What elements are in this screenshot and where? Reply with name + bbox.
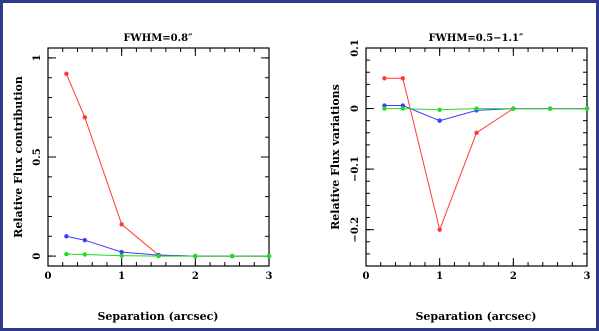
x-tick-label: 2 (510, 271, 517, 282)
data-point (382, 103, 387, 108)
y-tick-label: 0 (32, 253, 43, 260)
data-point (64, 251, 69, 257)
data-point (511, 106, 516, 111)
x-axis-label-left: Separation (arcsec) (97, 310, 218, 323)
data-point (547, 106, 553, 111)
y-axis-label-left: Relative Flux contribution (12, 76, 25, 238)
y-tick-label: −0.1 (350, 156, 361, 182)
data-point (156, 253, 161, 259)
data-point (437, 107, 442, 112)
data-point (382, 106, 387, 111)
series-line-1 (384, 77, 587, 232)
plot-frame-right (365, 47, 588, 267)
data-point (119, 249, 124, 255)
series-line-2 (66, 235, 269, 257)
series-line-2 (384, 105, 587, 122)
panel-right: FWHM=0.5−1.1″ 0 1 2 3 −0.2 −0.1 0 0.1 Separatio… (329, 33, 591, 323)
data-point (193, 253, 198, 259)
ticks-left: 0 1 2 3 0 0.5 1 (32, 48, 273, 282)
data-point (119, 253, 124, 258)
data-point (474, 130, 479, 135)
data-point (229, 253, 235, 259)
data-point (400, 103, 406, 108)
x-axis-label-right: Separation (arcsec) (415, 310, 536, 323)
data-point (119, 222, 124, 227)
chart-title-left: FWHM=0.8″ (123, 33, 193, 44)
data-point (266, 253, 272, 259)
data-point (82, 115, 88, 120)
y-tick-label: 1 (32, 54, 43, 61)
x-tick-label: 3 (584, 271, 591, 282)
data-point (437, 118, 442, 123)
y-tick-label: 0.5 (32, 148, 43, 165)
y-axis-label-right: Relative Flux variations (329, 84, 342, 230)
y-tick-label: 0 (350, 105, 361, 112)
data-point (64, 71, 69, 76)
panel-left: FWHM=0.8″ 0 1 2 300.51 Separation (arcsec) … (12, 33, 273, 323)
y-tick-label: 0.1 (350, 39, 361, 56)
data-point (474, 106, 479, 111)
chart-title-right: FWHM=0.5−1.1″ (429, 33, 524, 44)
x-tick-label: 3 (266, 271, 273, 282)
data-point (64, 234, 69, 239)
x-tick-label: 2 (192, 271, 199, 282)
series-line-1 (65, 73, 269, 257)
data-point (82, 238, 88, 243)
data-point (382, 76, 387, 81)
data-point (437, 227, 442, 232)
x-tick-label: 1 (436, 271, 443, 282)
series-left (64, 71, 272, 259)
x-tick-label: 0 (45, 271, 52, 282)
series-right (382, 76, 590, 232)
plot-frame-left (47, 47, 270, 267)
data-point (82, 252, 88, 257)
data-point (400, 106, 406, 111)
y-tick-label: −0.2 (350, 217, 361, 243)
ticks-right: 0 1 2 3 −0.2 −0.1 0 0.1 (350, 39, 591, 282)
x-tick-label: 1 (118, 271, 125, 282)
x-tick-label: 0 (363, 271, 370, 282)
data-point (584, 106, 590, 111)
data-point (400, 76, 406, 81)
